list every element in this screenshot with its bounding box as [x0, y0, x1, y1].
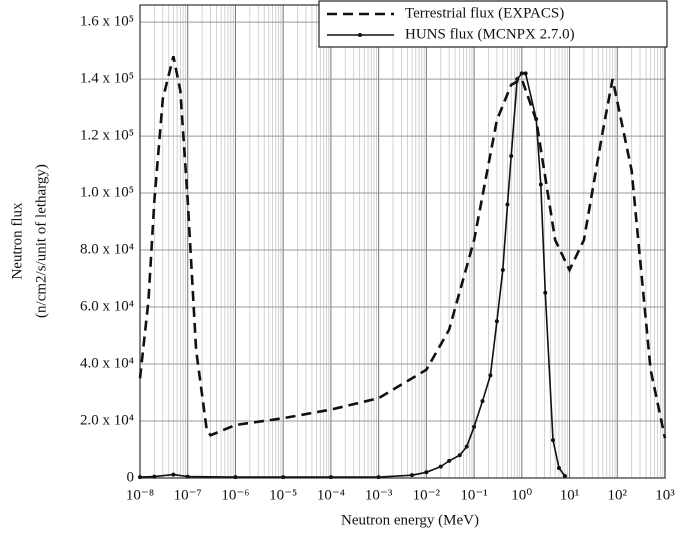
data-point — [376, 475, 381, 480]
y-tick-label: 2.0 x 10⁴ — [80, 412, 134, 428]
data-point — [472, 424, 477, 429]
x-tick-label: 10⁻⁶ — [221, 487, 249, 503]
y-tick-label: 1.0 x 10⁵ — [80, 184, 134, 200]
x-tick-label: 10⁻² — [413, 487, 441, 503]
legend-label: HUNS flux (MCNPX 2.7.0) — [405, 26, 575, 42]
y-tick-label: 6.0 x 10⁴ — [80, 298, 134, 314]
data-point — [515, 77, 520, 82]
data-point — [171, 472, 176, 477]
x-tick-label: 10⁰ — [511, 487, 532, 503]
data-point — [424, 470, 429, 475]
y-tick-label: 8.0 x 10⁴ — [80, 241, 134, 257]
data-point — [538, 182, 543, 187]
data-point — [562, 474, 567, 479]
legend-label: Terrestrial flux (EXPACS) — [405, 5, 564, 21]
x-tick-label: 10³ — [655, 487, 675, 503]
data-point — [152, 474, 157, 479]
data-point — [523, 71, 528, 76]
y-tick-label: 4.0 x 10⁴ — [80, 355, 134, 371]
y-axis-label: (n/cm2/s/unit of lethargy) — [33, 164, 49, 318]
data-point — [447, 458, 452, 463]
x-axis-label: Neutron energy (MeV) — [341, 512, 479, 528]
y-axis-label: Neutron flux — [9, 202, 25, 280]
x-tick-label: 10⁻¹ — [460, 487, 487, 503]
data-point — [488, 373, 493, 378]
series-line — [139, 72, 566, 478]
data-point — [534, 116, 539, 121]
data-point — [233, 475, 238, 480]
data-point — [138, 475, 142, 480]
legend-marker — [358, 33, 362, 37]
data-point — [480, 399, 485, 404]
x-tick-label: 10⁻⁴ — [317, 487, 345, 503]
data-point — [409, 473, 414, 478]
x-tick-label: 10⁻⁷ — [174, 487, 202, 503]
data-point — [457, 453, 462, 458]
data-point — [543, 290, 548, 295]
x-tick-label: 10⁻⁸ — [126, 487, 154, 503]
data-point — [519, 71, 524, 76]
data-point — [556, 466, 561, 471]
data-point — [328, 475, 333, 480]
x-tick-label: 10² — [608, 487, 628, 503]
x-tick-label: 10⁻⁵ — [269, 487, 297, 503]
y-tick-label: 1.4 x 10⁵ — [80, 71, 134, 87]
data-point — [550, 438, 555, 443]
data-point — [505, 202, 510, 207]
data-point — [494, 319, 499, 324]
data-point — [438, 464, 443, 469]
y-tick-label: 1.6 x 10⁵ — [80, 14, 134, 30]
plot-frame — [139, 4, 666, 479]
series-line — [138, 55, 667, 439]
data-point — [464, 444, 469, 449]
legend-box — [318, 0, 668, 48]
x-tick-label: 10⁻³ — [365, 487, 393, 503]
y-tick-label: 1.2 x 10⁵ — [80, 128, 134, 144]
x-tick-label: 10¹ — [560, 487, 580, 503]
data-point — [509, 154, 514, 159]
y-tick-label: 0 — [127, 469, 135, 485]
data-point — [500, 267, 505, 272]
data-point — [185, 474, 190, 479]
data-point — [281, 475, 286, 480]
